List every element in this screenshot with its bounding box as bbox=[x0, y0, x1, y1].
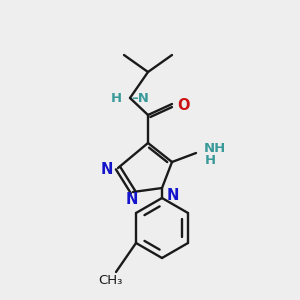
Text: N: N bbox=[167, 188, 179, 203]
Text: N: N bbox=[101, 161, 113, 176]
Text: O: O bbox=[177, 98, 189, 112]
Text: –N: –N bbox=[131, 92, 149, 106]
Text: H: H bbox=[110, 92, 122, 106]
Text: NH: NH bbox=[204, 142, 226, 154]
Text: H: H bbox=[204, 154, 216, 167]
Text: N: N bbox=[126, 193, 138, 208]
Text: CH₃: CH₃ bbox=[98, 274, 122, 286]
